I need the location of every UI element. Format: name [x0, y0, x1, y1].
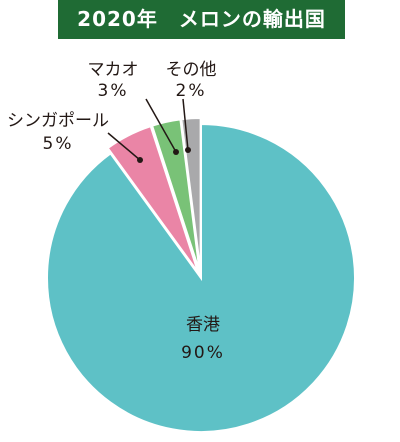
leader-lines — [107, 98, 191, 163]
leader-line-3 — [182, 98, 189, 151]
chart-title-banner: 2020年 メロンの輸出国 — [58, 0, 345, 39]
slice-label-0: 香港 — [186, 315, 220, 335]
leader-line-1 — [107, 132, 141, 161]
slice-value-1: 5% — [43, 134, 74, 154]
slice-label-2: マカオ — [88, 60, 139, 80]
pie-slice-1 — [106, 124, 200, 274]
chart-title: 2020年 メロンの輸出国 — [77, 7, 326, 31]
leader-dot-1 — [137, 157, 143, 163]
pie-slices — [46, 117, 356, 433]
slice-label-1: シンガポール — [7, 111, 109, 131]
slice-value-2: 3% — [98, 81, 129, 101]
slice-value-0: 90% — [181, 343, 225, 363]
leader-dot-3 — [185, 147, 191, 153]
slice-value-3: 2% — [176, 81, 207, 101]
slice-label-3: その他 — [166, 60, 217, 80]
pie-slice-3 — [180, 117, 202, 273]
pie-slice-0 — [46, 122, 356, 433]
leader-dot-2 — [173, 149, 179, 155]
leader-line-2 — [145, 98, 177, 153]
